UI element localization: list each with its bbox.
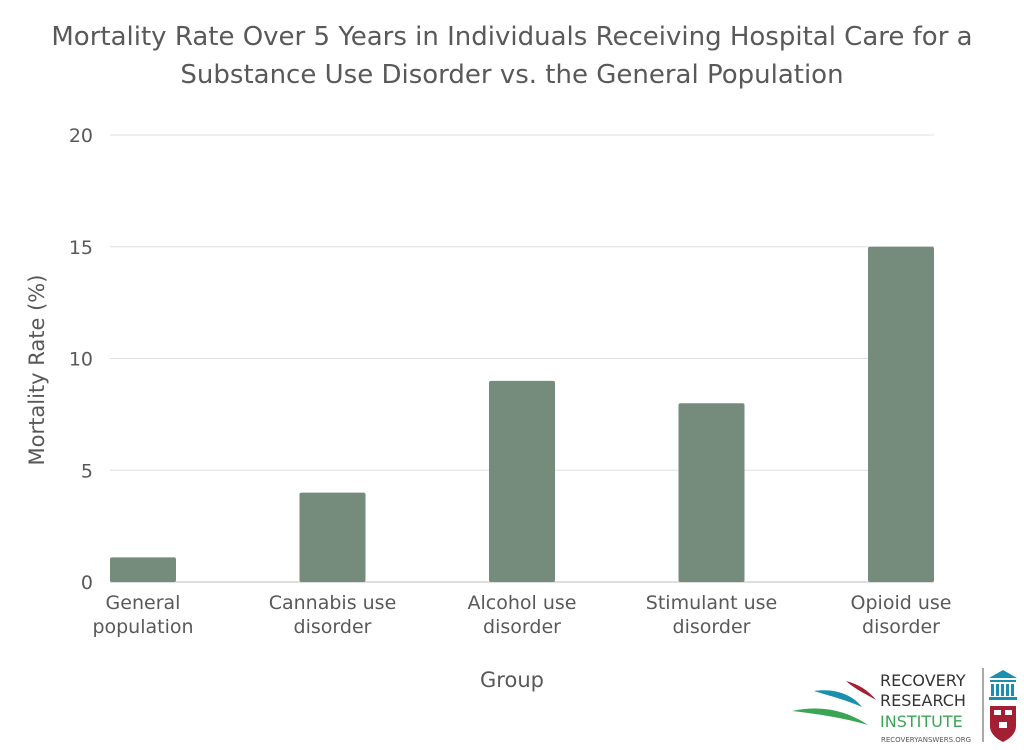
chart-title: Mortality Rate Over 5 Years in Individua… [0,18,1024,94]
x-tick-label: General population [92,592,193,638]
x-axis-label: Group [480,668,544,692]
y-tick-label: 10 [69,349,93,371]
x-tick-labels: General population Cannabis use disorder Alc… [92,592,951,638]
y-tick-label: 5 [81,460,93,482]
y-tick-label: 0 [81,572,93,594]
building-columns-icon [989,670,1017,700]
x-tick-label: Alcohol use disorder [468,592,577,638]
harvard-shield-icon [990,706,1016,742]
x-tick-label: Opioid use disorder [851,592,952,638]
chart-title-line-1: Mortality Rate Over 5 Years in Individua… [51,22,973,52]
y-tick-label: 20 [69,125,93,147]
bar [110,557,176,582]
logo-red-swoosh-icon [846,681,876,700]
recovery-research-institute-logo: RECOVERY RESEARCH INSTITUTE RECOVERYANSW… [792,668,1017,744]
y-tick-label: 15 [69,237,93,259]
bars [110,246,934,582]
bar [489,380,555,582]
bar [678,403,745,582]
logo-text-line-1: RECOVERY [880,671,966,690]
x-tick-label: Stimulant use disorder [646,592,777,638]
logo-url: RECOVERYANSWERS.ORG [881,736,971,744]
logo-teal-swoosh-icon [814,690,862,707]
y-axis-label: Mortality Rate (%) [25,275,49,466]
logo-text-line-3: INSTITUTE [880,712,963,731]
chart-title-line-2: Substance Use Disorder vs. the General P… [180,60,844,90]
y-tick-labels: 0 5 10 15 20 [69,125,93,594]
x-tick-label: Cannabis use disorder [269,592,397,638]
bar [299,492,366,582]
logo-green-swoosh-icon [792,708,868,725]
logo-text-line-2: RESEARCH [880,691,966,710]
bar [868,246,934,582]
